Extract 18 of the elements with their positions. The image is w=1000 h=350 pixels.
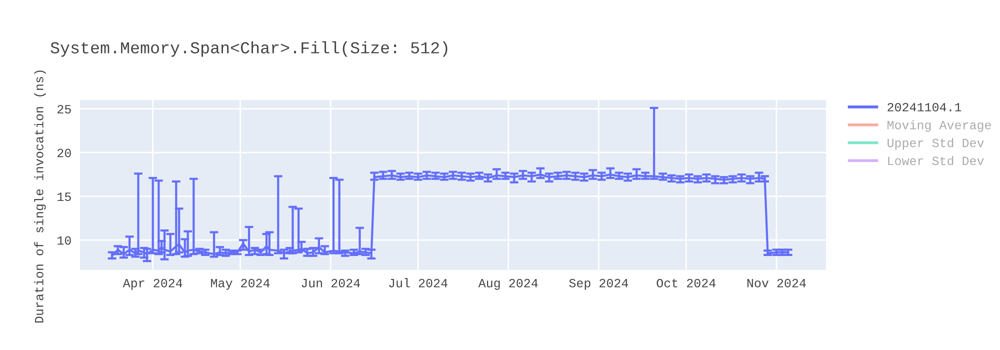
x-tick-label: Aug 2024 [478,278,538,290]
x-tick-label: Apr 2024 [122,278,182,290]
chart-title: System.Memory.Span<Char>.Fill(Size: 512) [50,41,448,57]
legend-label: 20241104.1 [888,102,962,112]
x-tick-label: May 2024 [211,278,270,290]
y-tick-label: 10 [58,236,71,245]
x-tick-label: Nov 2024 [747,278,806,288]
y-tick-label: 20 [58,148,71,158]
y-axis-title: Duration of single invocation (ns) [34,70,46,323]
y-tick-label: 15 [58,192,71,201]
x-tick-label: Jun 2024 [302,278,360,288]
legend-label: Moving Average [888,120,991,132]
legend-label: Upper Std Dev [888,138,984,150]
legend-label: Lower Std Dev [888,156,984,166]
x-tick-label: Oct 2024 [656,278,716,288]
x-tick-label: Jul 2024 [389,278,448,288]
y-tick-label: 25 [58,105,71,114]
x-tick-label: Sep 2024 [569,278,628,290]
